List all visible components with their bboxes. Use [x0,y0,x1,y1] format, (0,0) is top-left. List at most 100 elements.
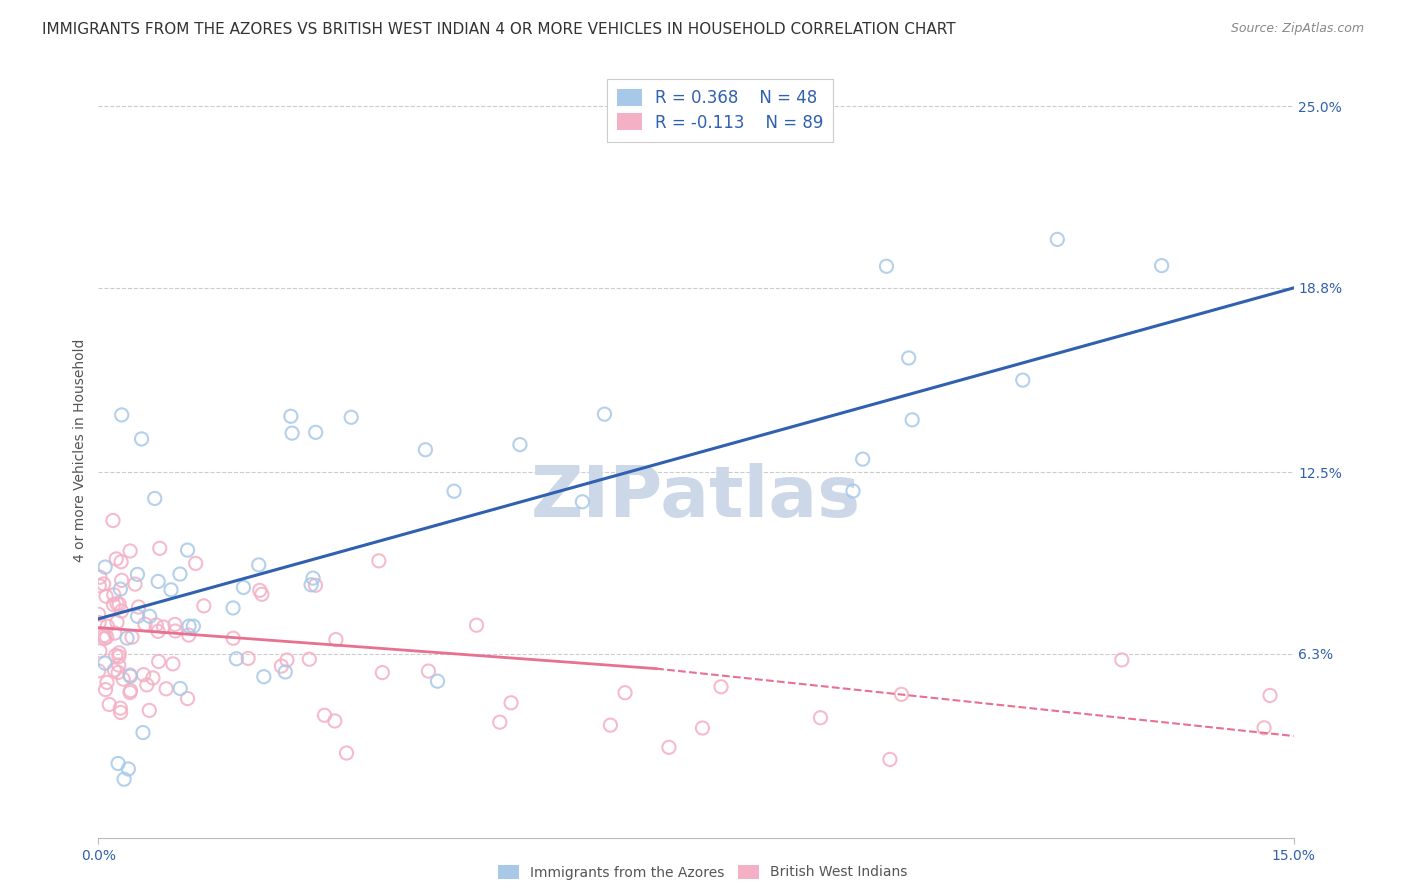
Point [162,657,184,671]
Point [96,675,118,690]
Point [112,672,135,686]
Point [110,701,132,715]
Point [105,597,128,611]
Point [335,746,357,760]
Point [509,437,531,451]
Point [93,632,115,646]
Point [465,618,488,632]
Point [810,711,832,725]
Point [132,725,155,739]
Point [280,409,302,424]
Point [298,652,321,666]
Point [614,686,637,700]
Point [692,721,714,735]
Point [93,629,115,643]
Point [897,351,920,365]
Point [94,656,117,670]
Point [249,583,271,598]
Point [103,588,125,602]
Legend: R = 0.368    N = 48, R = -0.113    N = 89: R = 0.368 N = 48, R = -0.113 N = 89 [606,78,834,142]
Point [299,578,322,592]
Point [127,609,149,624]
Point [131,432,153,446]
Point [304,578,326,592]
Point [371,665,394,680]
Point [222,632,245,646]
Point [852,452,875,467]
Point [222,601,245,615]
Point [163,617,186,632]
Point [184,557,207,571]
Point [118,668,141,682]
Point [145,618,167,632]
Point [89,570,111,584]
Point [193,599,215,613]
Point [128,600,150,615]
Point [94,682,117,697]
Point [105,552,128,566]
Point [107,756,129,771]
Point [593,407,616,421]
Point [138,703,160,717]
Point [225,652,247,666]
Point [177,628,200,642]
Point [93,577,115,591]
Point [415,442,437,457]
Point [103,598,125,612]
Point [842,484,865,499]
Text: IMMIGRANTS FROM THE AZORES VS BRITISH WEST INDIAN 4 OR MORE VEHICLES IN HOUSEHOL: IMMIGRANTS FROM THE AZORES VS BRITISH WE… [42,22,956,37]
Point [110,706,132,720]
Point [302,571,325,585]
Point [108,646,131,660]
Point [108,649,131,664]
Point [105,615,128,629]
Point [94,589,117,603]
Point [1253,721,1275,735]
Point [276,653,298,667]
Point [176,691,198,706]
Point [117,762,139,776]
Point [160,582,183,597]
Point [875,260,897,274]
Point [94,560,117,574]
Point [879,752,901,766]
Point [89,644,111,658]
Point [418,664,440,678]
Point [599,718,621,732]
Point [710,680,733,694]
Point [120,669,142,683]
Point [111,408,134,422]
Point [1011,373,1033,387]
Point [89,615,111,630]
Point [274,665,297,679]
Point [110,555,132,569]
Point [1046,232,1069,246]
Point [146,574,169,589]
Point [305,425,328,440]
Point [138,609,160,624]
Point [183,619,205,633]
Point [149,541,172,556]
Point [108,597,131,611]
Point [121,630,143,644]
Y-axis label: 4 or more Vehicles in Household: 4 or more Vehicles in Household [73,339,87,562]
Point [104,626,127,640]
Point [890,687,912,701]
Point [135,678,157,692]
Point [155,681,177,696]
Point [87,664,110,678]
Point [115,631,138,645]
Point [134,617,156,632]
Point [142,671,165,685]
Point [177,619,200,633]
Point [111,574,134,588]
Point [169,681,191,696]
Point [148,655,170,669]
Point [169,567,191,582]
Text: ZIPatlas: ZIPatlas [531,463,860,532]
Point [152,620,174,634]
Point [281,426,304,441]
Point [165,624,187,638]
Point [104,648,127,663]
Point [120,683,142,698]
